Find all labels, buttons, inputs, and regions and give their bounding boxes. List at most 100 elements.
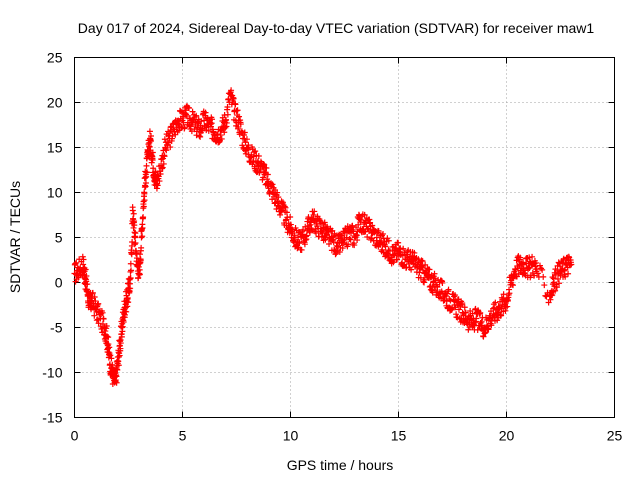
data-point [221, 129, 228, 136]
data-point [185, 105, 192, 112]
data-point [538, 265, 545, 272]
data-point [139, 224, 146, 231]
data-point [323, 232, 330, 239]
data-point [234, 107, 241, 114]
data-point [117, 340, 124, 347]
data-point [92, 298, 99, 305]
data-point [351, 242, 358, 249]
x-tick-label: 15 [391, 428, 407, 444]
data-point [421, 276, 428, 283]
data-point [152, 169, 159, 176]
data-point [471, 319, 478, 326]
data-point [163, 147, 170, 154]
data-point [245, 142, 252, 149]
data-point [452, 292, 459, 299]
data-point [449, 305, 456, 312]
data-point [95, 300, 102, 307]
data-point [540, 273, 547, 280]
data-point [426, 266, 433, 273]
data-point [264, 171, 271, 178]
data-point [230, 95, 237, 102]
data-point [130, 224, 137, 231]
data-point [150, 165, 157, 172]
data-point [237, 121, 244, 128]
data-point [136, 271, 143, 278]
data-point [361, 211, 368, 218]
data-point [338, 232, 345, 239]
y-tick-label: 15 [47, 140, 63, 156]
data-point [99, 309, 106, 316]
data-point [539, 266, 546, 273]
data-point [346, 235, 353, 242]
data-point [560, 255, 567, 262]
data-point [552, 287, 559, 294]
data-point [138, 234, 145, 241]
data-point [301, 241, 308, 248]
data-point [354, 237, 361, 244]
x-tick-label: 25 [607, 428, 623, 444]
data-point [222, 124, 229, 131]
data-point [183, 113, 190, 119]
data-point [255, 152, 262, 159]
data-point [141, 175, 148, 182]
data-point [117, 345, 124, 352]
data-point [462, 309, 469, 316]
data-point [261, 161, 268, 168]
data-point [411, 249, 418, 256]
data-point [251, 149, 258, 156]
data-point [408, 266, 415, 273]
data-point [415, 256, 422, 263]
data-point [385, 237, 392, 244]
data-point [80, 256, 87, 263]
data-point [322, 236, 329, 243]
data-point [326, 241, 333, 248]
data-point [306, 222, 313, 229]
data-point [132, 239, 139, 246]
data-point [169, 133, 176, 140]
data-point [506, 290, 513, 297]
data-point [329, 227, 336, 234]
data-point [336, 249, 343, 256]
data-point [422, 261, 429, 268]
data-point [338, 233, 345, 240]
data-point [98, 325, 105, 332]
x-axis-label: GPS time / hours [287, 457, 394, 473]
data-point [84, 281, 91, 288]
data-point [94, 302, 101, 309]
data-point [263, 164, 270, 171]
data-point [138, 244, 145, 251]
data-point [403, 251, 410, 258]
data-point [224, 103, 231, 110]
data-point [127, 260, 134, 267]
data-point [536, 262, 543, 269]
data-point [242, 139, 249, 146]
data-point [125, 299, 132, 306]
data-point [196, 133, 203, 140]
data-point [218, 135, 225, 142]
data-point [228, 87, 235, 94]
data-point [565, 270, 572, 277]
data-point [197, 133, 204, 140]
data-point [477, 309, 484, 316]
data-point [236, 113, 243, 120]
data-point [127, 285, 134, 292]
data-point [193, 112, 200, 119]
data-point [300, 226, 307, 233]
data-point [144, 169, 151, 176]
data-point [232, 101, 239, 108]
data-point [345, 241, 352, 248]
data-point [439, 279, 446, 286]
y-tick-label: 5 [55, 230, 63, 246]
data-point [500, 291, 507, 298]
data-point [480, 333, 487, 340]
data-point [131, 241, 138, 248]
x-tick-label: 5 [179, 428, 187, 444]
data-point [93, 317, 100, 324]
data-point [312, 226, 319, 233]
data-point [382, 243, 389, 250]
data-point [107, 352, 114, 359]
data-point [529, 253, 536, 260]
y-axis-label: SDTVAR / TECUs [7, 181, 23, 293]
data-point [120, 319, 127, 326]
